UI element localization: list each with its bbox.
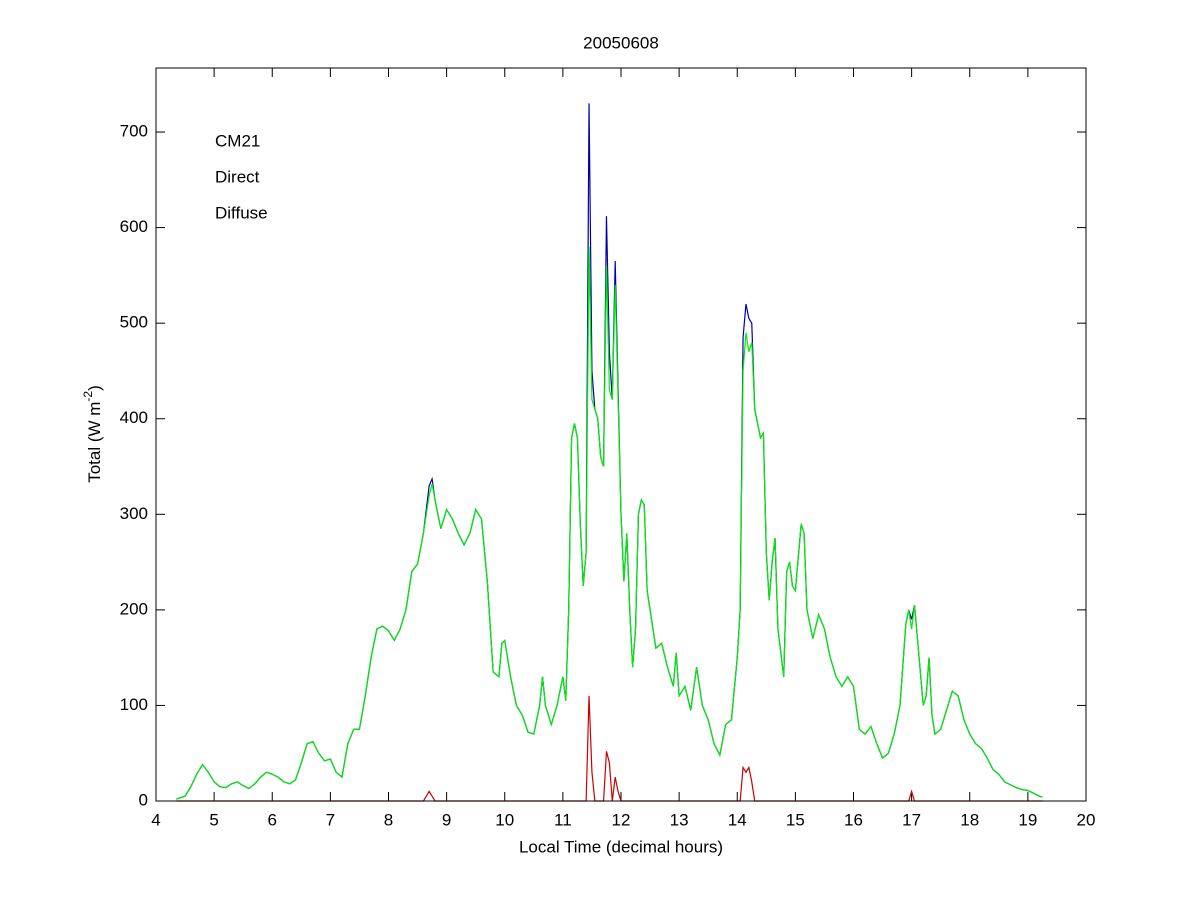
y-tick-label: 0 [139,790,148,809]
x-tick-label: 6 [268,810,277,829]
x-tick-label: 14 [728,810,747,829]
y-tick-label: 300 [120,504,148,523]
x-tick-label: 4 [151,810,160,829]
x-tick-label: 10 [495,810,514,829]
legend-label: Diffuse [215,203,268,222]
series-line [176,246,1043,800]
x-tick-label: 20 [1077,810,1096,829]
x-tick-label: 13 [670,810,689,829]
y-axis-label: Total (W m-2) [81,385,104,483]
x-tick-label: 9 [442,810,451,829]
y-label-sup: -2 [81,391,95,402]
x-tick-label: 5 [209,810,218,829]
x-tick-label: 18 [960,810,979,829]
x-tick-label: 15 [786,810,805,829]
legend-label: CM21 [215,131,260,150]
y-tick-label: 700 [120,122,148,141]
x-tick-label: 16 [844,810,863,829]
x-tick-label: 7 [326,810,335,829]
y-tick-label: 500 [120,313,148,332]
y-tick-label: 200 [120,599,148,618]
x-tick-label: 11 [554,810,572,829]
legend-label: Direct [215,167,260,186]
x-tick-label: 8 [384,810,393,829]
y-tick-label: 600 [120,217,148,236]
y-label-close: ) [85,385,104,391]
plot-frame [155,67,1087,802]
y-tick-label: 400 [120,408,148,427]
x-tick-label: 17 [902,810,921,829]
chart-title: 20050608 [583,33,659,52]
x-tick-label: 19 [1018,810,1037,829]
y-tick-label: 100 [120,695,148,714]
y-label-main: Total (W m [85,402,104,483]
x-axis-label: Local Time (decimal hours) [519,837,723,856]
x-tick-label: 12 [612,810,631,829]
